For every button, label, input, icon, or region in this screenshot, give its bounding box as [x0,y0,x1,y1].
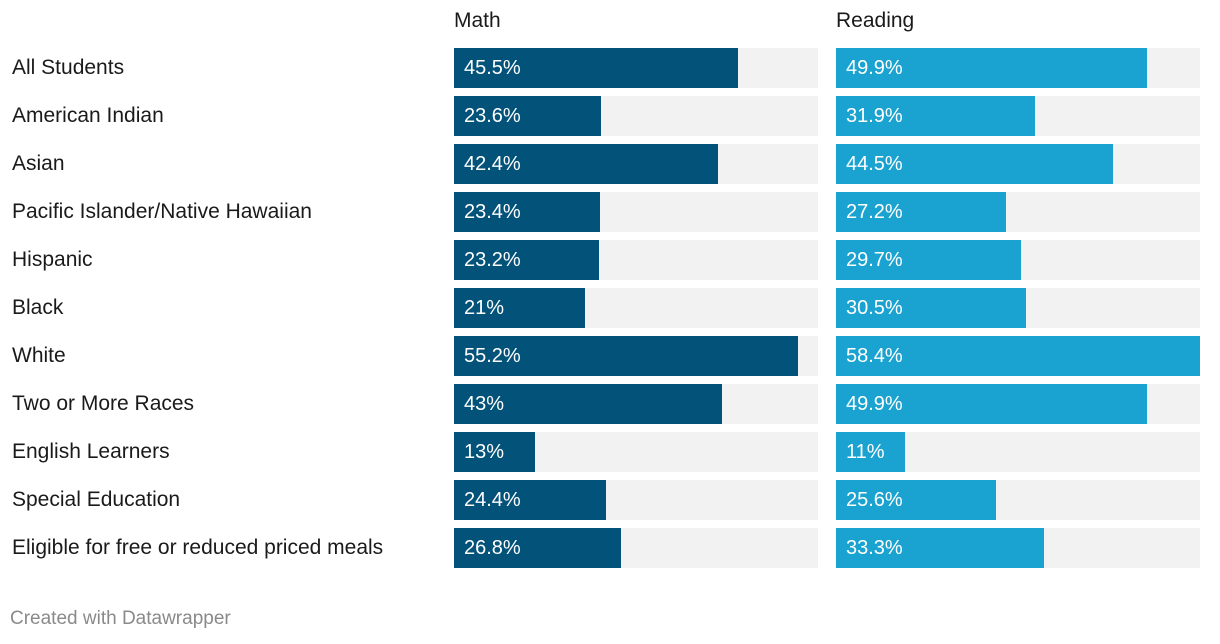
bar-track-reading: 44.5% [836,144,1200,184]
bar-track-math: 23.6% [454,96,818,136]
data-label-math: 45.5% [464,57,521,79]
bar-math [454,144,718,184]
column-header-math: Math [454,9,501,32]
bar-math [454,192,600,232]
bar-track-math: 43% [454,384,818,424]
category-label: American Indian [12,104,164,127]
bar-math [454,528,621,568]
bar-math [454,288,585,328]
bar-track-math: 45.5% [454,48,818,88]
data-label-reading: 25.6% [846,489,903,511]
bar-math [454,336,798,376]
data-label-reading: 33.3% [846,537,903,559]
bar-track-reading: 29.7% [836,240,1200,280]
category-label: All Students [12,56,125,79]
bar-reading [836,432,905,472]
data-label-math: 43% [464,393,505,415]
datawrapper-credit: Created with Datawrapper [10,608,231,629]
bar-math [454,96,601,136]
data-label-reading: 11% [846,441,885,463]
data-label-math: 42.4% [464,153,521,175]
bar-math [454,240,599,280]
bar-math [454,48,738,88]
category-label: Pacific Islander/Native Hawaiian [12,200,312,223]
category-label: Two or More Races [12,392,195,415]
bar-reading [836,192,1006,232]
data-label-reading: 31.9% [846,105,903,127]
category-label: Black [12,296,64,319]
bar-track-reading: 33.3% [836,528,1200,568]
bar-track-math: 55.2% [454,336,818,376]
data-label-reading: 58.4% [846,345,903,367]
bar-reading [836,336,1200,376]
data-label-math: 13% [464,441,505,463]
category-label: Eligible for free or reduced priced meal… [12,536,384,559]
category-label: Hispanic [12,248,93,271]
data-label-reading: 49.9% [846,57,903,79]
bar-track-reading: 30.5% [836,288,1200,328]
data-label-reading: 29.7% [846,249,903,271]
bar-reading [836,288,1026,328]
bar-track-math: 24.4% [454,480,818,520]
data-label-math: 55.2% [464,345,521,367]
column-header-reading: Reading [836,9,915,32]
bar-track-math: 21% [454,288,818,328]
data-label-reading: 27.2% [846,201,903,223]
bar-track-math: 13% [454,432,818,472]
bar-reading [836,96,1035,136]
bar-track-reading: 31.9% [836,96,1200,136]
bar-track-reading: 58.4% [836,336,1200,376]
bar-track-reading: 49.9% [836,384,1200,424]
bar-track-math: 42.4% [454,144,818,184]
bar-reading [836,48,1147,88]
data-label-reading: 49.9% [846,393,903,415]
bar-track-reading: 25.6% [836,480,1200,520]
bar-reading [836,384,1147,424]
chart: Math Reading All Students 45.5% 49.9% America… [12,9,1200,568]
data-label-math: 24.4% [464,489,521,511]
bar-track-math: 23.4% [454,192,818,232]
bar-reading [836,144,1113,184]
bar-reading [836,480,996,520]
bar-track-reading: 27.2% [836,192,1200,232]
bar-track-reading: 49.9% [836,48,1200,88]
bar-track-math: 23.2% [454,240,818,280]
bar-track-reading: 11% [836,432,1200,472]
category-label: Special Education [12,488,181,511]
bar-track-math: 26.8% [454,528,818,568]
data-label-math: 23.2% [464,249,521,271]
data-label-math: 21% [464,297,505,319]
category-label: Asian [12,152,65,175]
bar-math [454,480,606,520]
bar-reading [836,528,1044,568]
bar-math [454,432,535,472]
data-label-reading: 30.5% [846,297,903,319]
bar-math [454,384,722,424]
data-label-math: 26.8% [464,537,521,559]
category-label: English Learners [12,440,170,463]
bar-reading [836,240,1021,280]
category-label: White [12,344,66,367]
data-label-reading: 44.5% [846,153,903,175]
data-label-math: 23.4% [464,201,521,223]
data-label-math: 23.6% [464,105,521,127]
